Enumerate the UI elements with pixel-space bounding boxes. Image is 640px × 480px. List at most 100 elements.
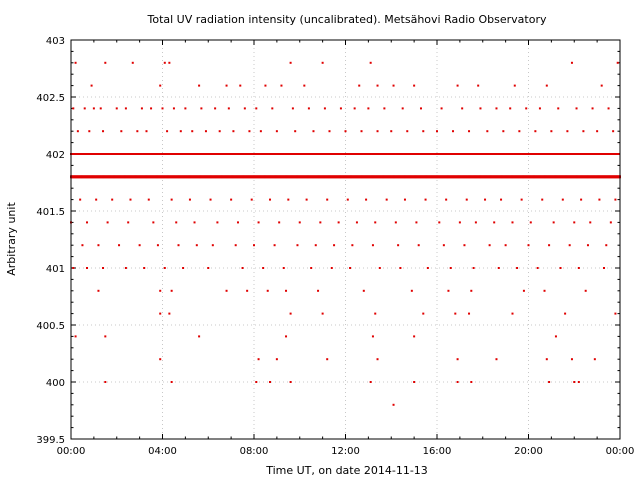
- data-point: [253, 244, 255, 247]
- data-point: [163, 267, 166, 269]
- data-point: [614, 312, 617, 315]
- level-402-point: [92, 153, 95, 155]
- level-402-point: [587, 153, 590, 155]
- data-point: [570, 61, 573, 64]
- level-402-point: [616, 153, 619, 155]
- level-402-point: [190, 153, 193, 155]
- level-402-point: [161, 153, 164, 155]
- level-402-point: [377, 153, 380, 155]
- data-point: [319, 221, 322, 224]
- data-point: [72, 267, 75, 269]
- level-402-point: [158, 153, 161, 155]
- level-402-point: [150, 153, 153, 155]
- level-402-point: [363, 153, 366, 155]
- data-point: [298, 221, 301, 224]
- data-point: [191, 130, 194, 133]
- level-402-point: [105, 153, 108, 155]
- data-point: [584, 289, 587, 292]
- data-point: [442, 244, 445, 247]
- data-point: [234, 244, 237, 247]
- y-tick-label: 402.5: [36, 93, 65, 104]
- data-point: [376, 358, 379, 361]
- data-point: [86, 221, 89, 224]
- data-point: [513, 84, 516, 87]
- level-402-point: [286, 153, 289, 155]
- data-point: [104, 335, 107, 338]
- level-402-point: [415, 153, 418, 155]
- data-point: [259, 130, 262, 133]
- data-point: [376, 84, 379, 87]
- level-402-point: [263, 153, 266, 155]
- data-point: [346, 198, 349, 201]
- data-point: [170, 381, 173, 383]
- data-point: [227, 107, 230, 110]
- data-point: [204, 130, 207, 133]
- data-point: [152, 221, 155, 224]
- data-point: [285, 335, 288, 338]
- data-point: [172, 107, 175, 110]
- data-point: [326, 198, 329, 201]
- data-point: [321, 312, 324, 315]
- level-402-point: [487, 153, 490, 155]
- level-402-point: [169, 153, 172, 155]
- level-402-point: [567, 153, 570, 155]
- data-point: [575, 107, 578, 110]
- data-point: [474, 221, 477, 224]
- data-point: [269, 198, 272, 201]
- level-402-point: [156, 153, 159, 155]
- data-point: [607, 107, 610, 110]
- level-402-point: [236, 153, 239, 155]
- level-402-point: [537, 153, 540, 155]
- level-402-point: [90, 153, 93, 155]
- data-point: [88, 130, 91, 133]
- level-402-point: [271, 153, 274, 155]
- level-402-point: [202, 153, 205, 155]
- level-402-point: [505, 153, 508, 155]
- level-402-point: [174, 153, 177, 155]
- level-402-point: [162, 153, 165, 155]
- level-402-point: [185, 153, 188, 155]
- level-402-point: [146, 153, 149, 155]
- level-402-point: [433, 153, 436, 155]
- data-point: [426, 267, 429, 269]
- level-402-point: [282, 153, 285, 155]
- data-point: [614, 198, 617, 201]
- data-point: [548, 244, 551, 247]
- level-402-point: [142, 153, 145, 155]
- level-402-point: [154, 153, 157, 155]
- level-402-point: [135, 153, 138, 155]
- data-point: [269, 381, 272, 383]
- level-402-point: [609, 153, 612, 155]
- data-point: [353, 107, 356, 110]
- level-402-point: [443, 153, 446, 155]
- data-point: [74, 335, 77, 338]
- data-point: [344, 130, 347, 133]
- level-402-point: [126, 153, 129, 155]
- level-402-point: [298, 153, 301, 155]
- level-402-point: [331, 153, 334, 155]
- data-point: [403, 198, 406, 201]
- level-402-point: [98, 153, 101, 155]
- level-402-point: [367, 153, 370, 155]
- data-point: [520, 198, 523, 201]
- level-402-point: [345, 153, 348, 155]
- level-402-point: [226, 153, 229, 155]
- level-402-point: [463, 153, 466, 155]
- data-point: [529, 221, 532, 224]
- level-402-point: [270, 153, 273, 155]
- level-402-point: [239, 153, 242, 155]
- level-402-point: [276, 153, 279, 155]
- data-point: [179, 130, 182, 133]
- data-point: [461, 107, 464, 110]
- level-402-point: [204, 153, 207, 155]
- data-point: [275, 130, 278, 133]
- data-point: [351, 244, 354, 247]
- level-402-point: [201, 153, 204, 155]
- level-402-point: [398, 153, 401, 155]
- level-402-point: [318, 153, 321, 155]
- data-point: [605, 244, 608, 247]
- data-point: [166, 130, 169, 133]
- level-402-point: [159, 153, 162, 155]
- level-402-point: [260, 153, 263, 155]
- data-point: [104, 61, 107, 64]
